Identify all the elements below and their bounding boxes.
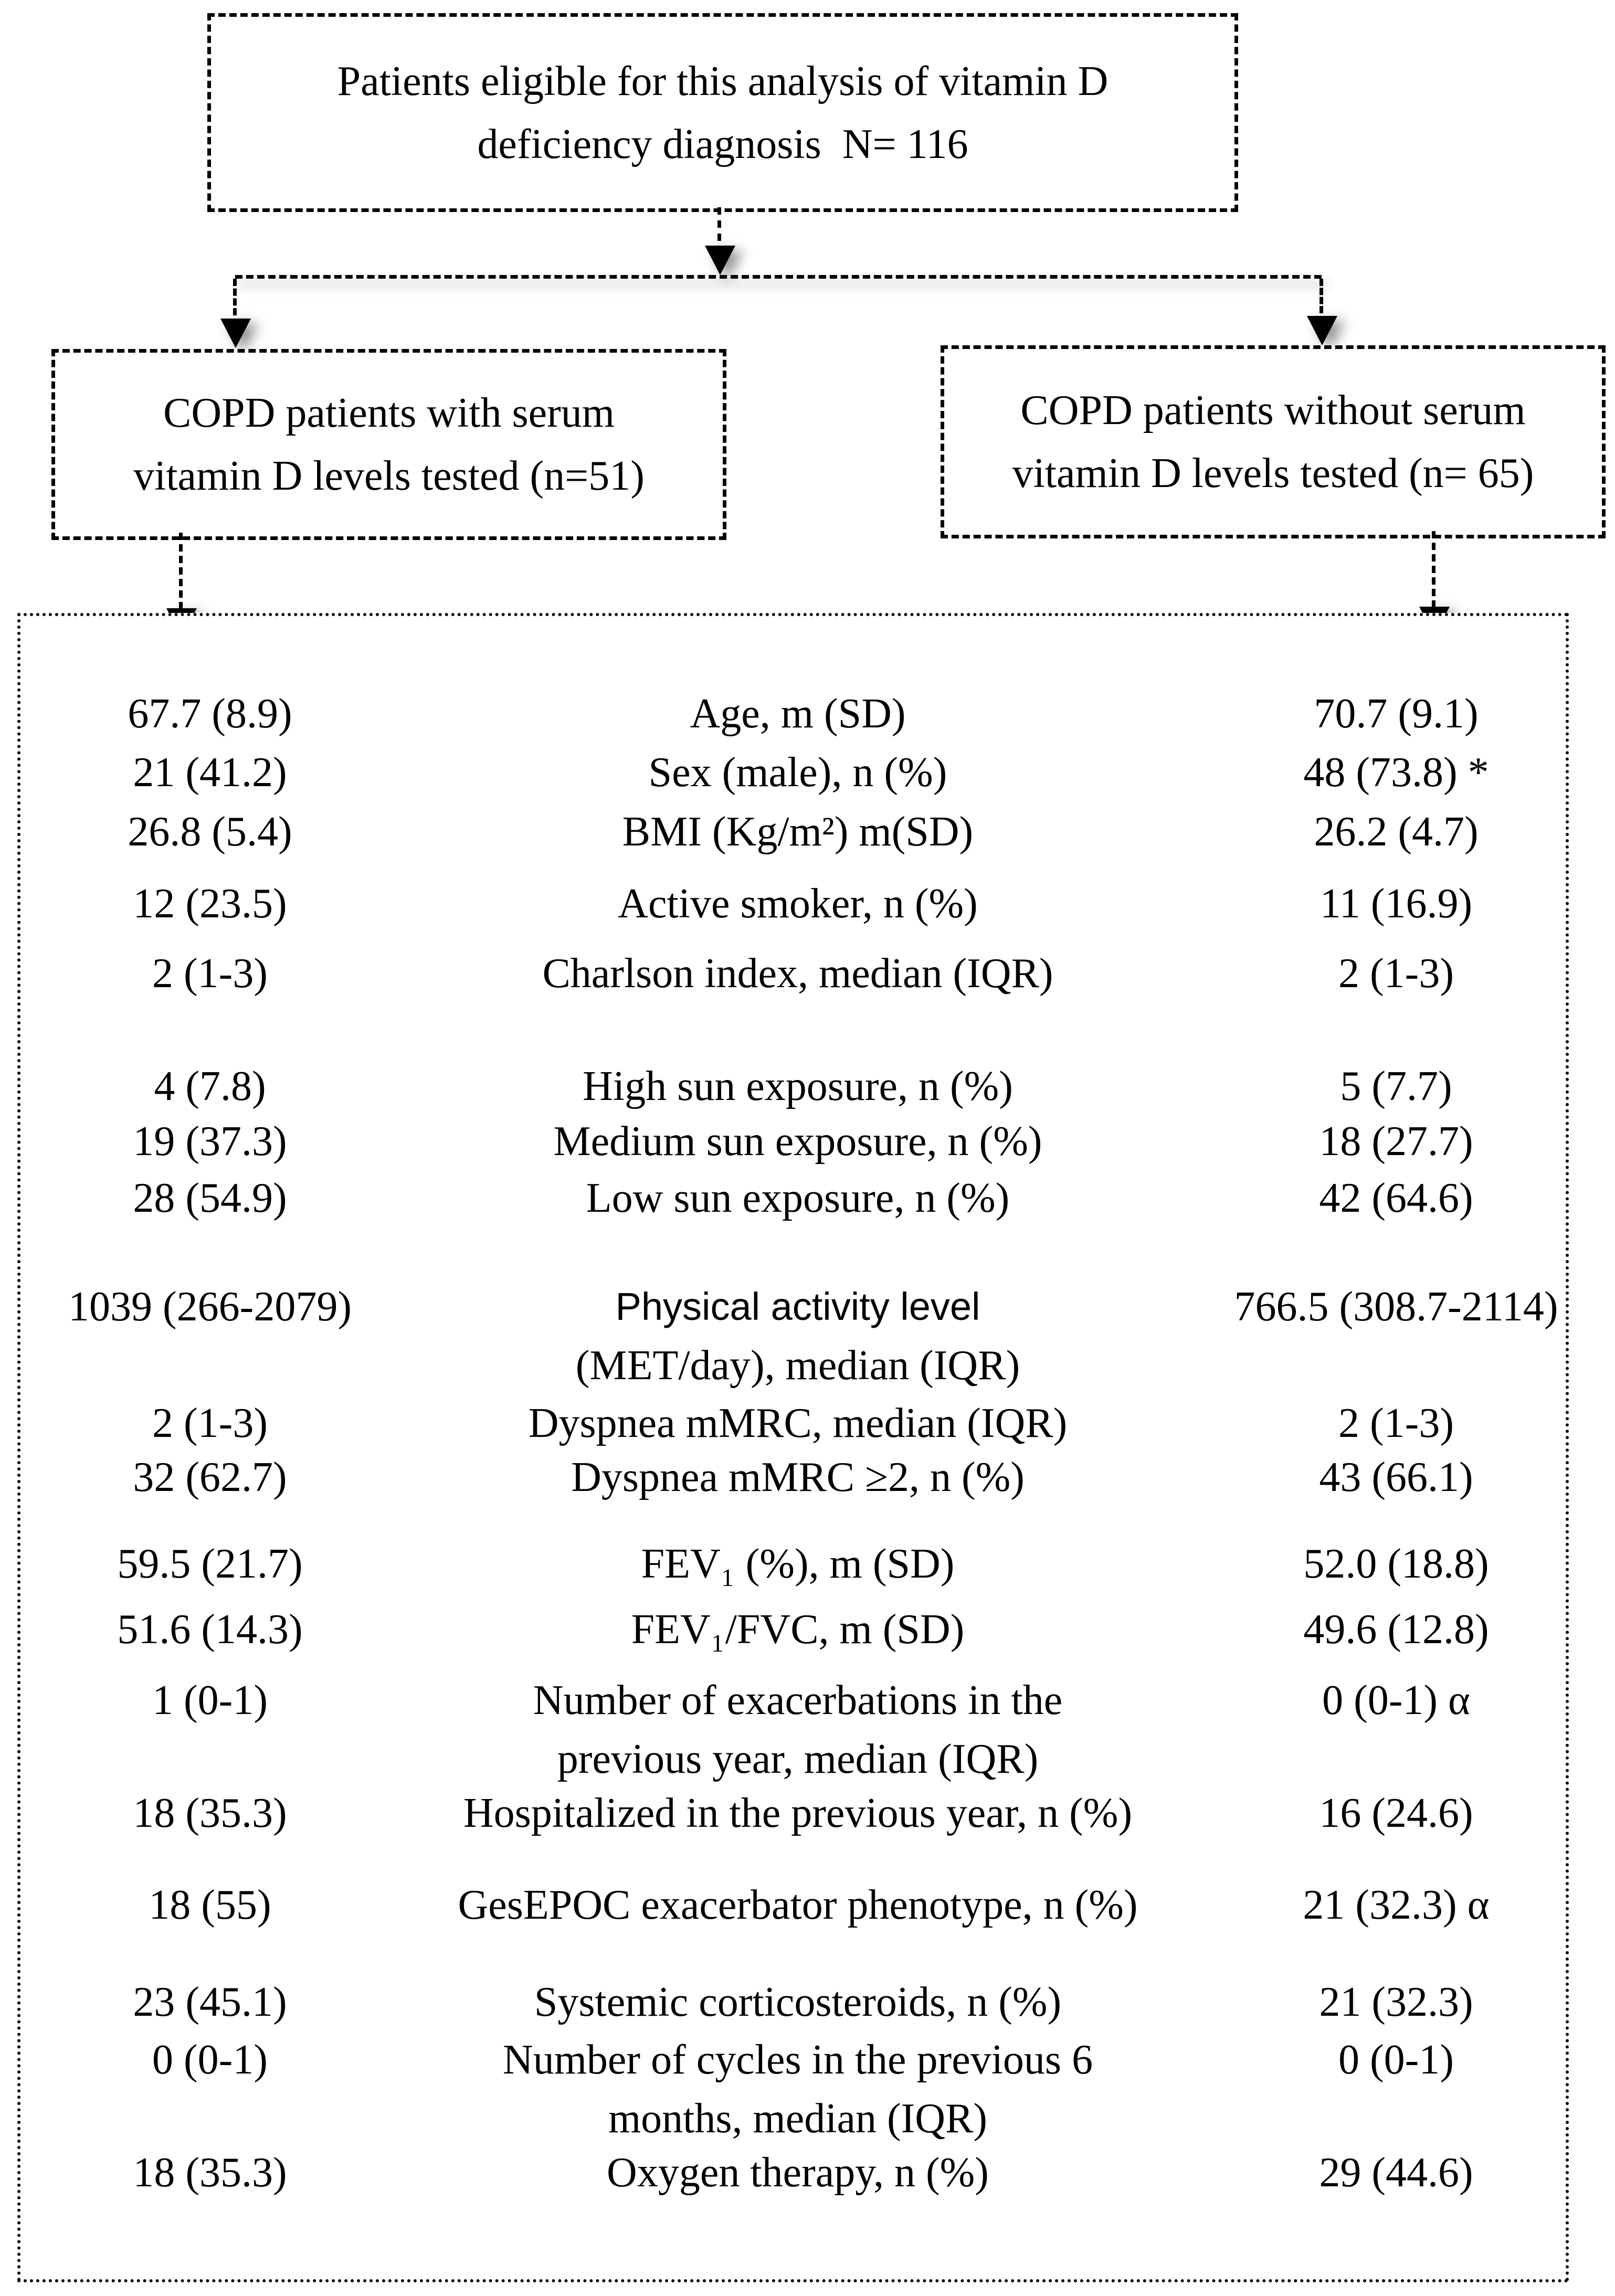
untested-patients-box: COPD patients without serum vitamin D le… xyxy=(941,345,1606,538)
arrow-down-icon xyxy=(220,319,251,348)
connector-right-vertical xyxy=(1320,279,1323,313)
eligible-patients-line2: deficiency diagnosis N= 116 xyxy=(477,121,968,167)
tested-patients-box: COPD patients with serum vitamin D level… xyxy=(51,349,726,540)
connector-top-vertical xyxy=(717,207,721,241)
arrow-down-icon xyxy=(705,246,735,275)
connector-right-to-table xyxy=(1432,531,1435,608)
tested-patients-line2: vitamin D levels tested (n=51) xyxy=(133,453,645,499)
connector-left-to-table xyxy=(179,533,183,609)
connector-horizontal xyxy=(235,275,1322,279)
tested-patients-line1: COPD patients with serum xyxy=(163,390,615,436)
comparison-table-frame xyxy=(17,613,1569,2282)
untested-patients-line2: vitamin D levels tested (n= 65) xyxy=(1012,450,1534,496)
eligible-patients-line1: Patients eligible for this analysis of v… xyxy=(337,58,1109,104)
arrow-down-icon xyxy=(1307,316,1337,345)
connector-left-vertical xyxy=(233,279,237,315)
eligible-patients-box: Patients eligible for this analysis of v… xyxy=(207,13,1238,212)
untested-patients-line1: COPD patients without serum xyxy=(1020,387,1526,433)
